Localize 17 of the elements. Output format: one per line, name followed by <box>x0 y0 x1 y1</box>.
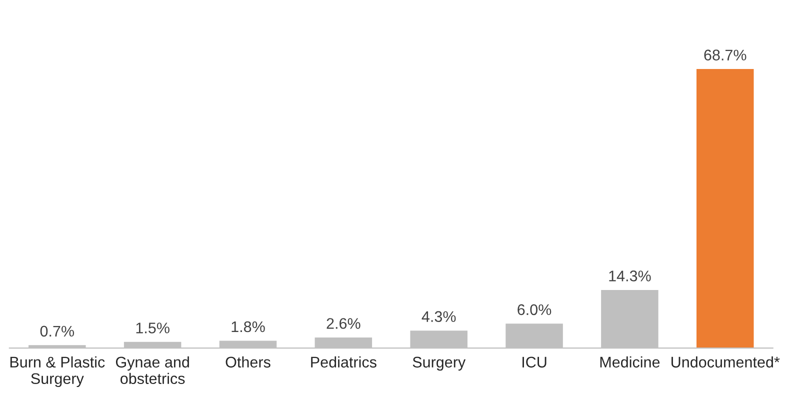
x-tick-label: Burn & Plastic Surgery <box>10 356 105 388</box>
x-tick-label: Gynae and obstetrics <box>116 356 189 384</box>
bar <box>696 69 754 348</box>
x-tick-label: ICU <box>522 356 546 368</box>
data-label: 2.6% <box>326 318 360 329</box>
x-tick-label: Surgery <box>412 356 466 371</box>
x-tick-label: Medicine <box>600 356 660 368</box>
data-label: 1.8% <box>232 321 265 332</box>
data-label: 14.3% <box>609 270 651 282</box>
x-tick-label: Undocumented* <box>672 356 780 368</box>
x-tick-label: Pediatrics <box>311 356 376 368</box>
data-label: 1.5% <box>136 322 170 334</box>
data-label: 4.3% <box>422 311 456 322</box>
data-label: 6.0% <box>518 304 552 316</box>
data-label: 68.7% <box>704 50 746 60</box>
data-label: 0.7% <box>40 326 74 337</box>
x-tick-label: Others <box>226 356 270 368</box>
